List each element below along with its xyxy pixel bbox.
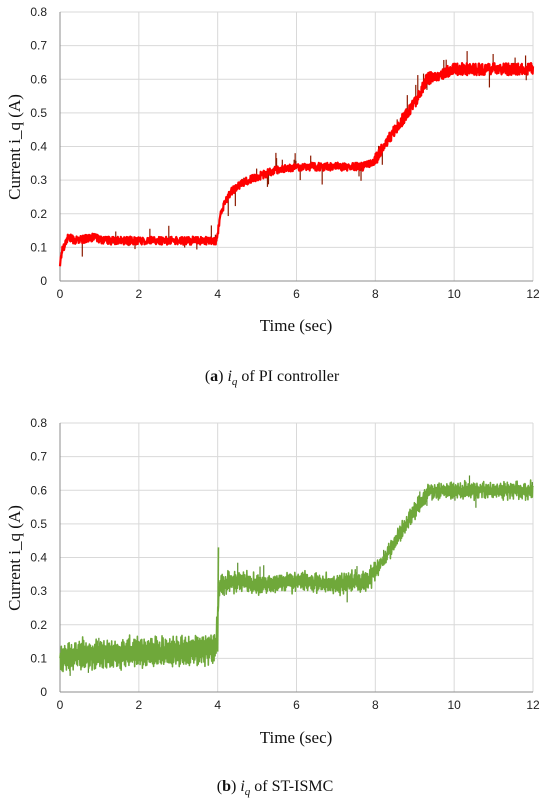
chart-b-caption-sub: q xyxy=(245,786,251,798)
chart-b-ytick-4: 0.4 xyxy=(30,551,47,565)
chart-b-caption-letter: b xyxy=(222,778,231,795)
chart-b-caption: (b) iq of ST-ISMC xyxy=(217,778,334,798)
chart-a-xtick-6: 12 xyxy=(526,287,540,301)
chart-b-caption-text: of ST-ISMC xyxy=(250,778,333,795)
chart-b-ylabel: Current i_q (A) xyxy=(5,505,24,611)
chart-b-xtick-6: 12 xyxy=(526,698,540,712)
chart-a-ticks: 0 2 4 6 8 10 12 0 0.1 0.2 0.3 0.4 0.5 0.6 0.7 0.8 xyxy=(30,5,540,301)
chart-a-ytick-4: 0.4 xyxy=(30,140,47,154)
chart-b-step-edge xyxy=(216,547,220,652)
chart-a-xlabel: Time (sec) xyxy=(260,316,333,335)
chart-b-xtick-2: 4 xyxy=(214,698,221,712)
chart-b-caption-var: i xyxy=(240,778,244,795)
chart-b-ytick-7: 0.7 xyxy=(30,450,47,464)
chart-a-ylabel: Current i_q (A) xyxy=(5,94,24,200)
chart-panel-a: 0 2 4 6 8 10 12 0 0.1 0.2 0.3 0.4 0.5 0.6 0.7 0.8 Time … xyxy=(5,5,540,388)
chart-b-ytick-3: 0.3 xyxy=(30,584,47,598)
chart-a-ytick-6: 0.6 xyxy=(30,72,47,86)
chart-b-series-line xyxy=(59,479,534,673)
chart-a-axes xyxy=(59,12,533,282)
chart-b-series xyxy=(59,475,534,676)
chart-b-xtick-1: 2 xyxy=(135,698,142,712)
chart-a-xtick-5: 10 xyxy=(447,287,461,301)
chart-a-xtick-4: 8 xyxy=(372,287,379,301)
chart-a-grid xyxy=(59,11,534,282)
chart-b-ticks: 0 2 4 6 8 10 12 0 0.1 0.2 0.3 0.4 0.5 0.6 0.7 0.8 xyxy=(30,416,540,712)
chart-a-series xyxy=(58,51,535,267)
chart-a-ytick-1: 0.1 xyxy=(30,240,47,254)
chart-b-ytick-5: 0.5 xyxy=(30,517,47,531)
chart-a-caption-var: i xyxy=(227,368,231,385)
chart-a-xtick-1: 2 xyxy=(135,287,142,301)
chart-a-ytick-7: 0.7 xyxy=(30,39,47,53)
chart-a-ytick-0: 0 xyxy=(40,274,47,288)
chart-a-ytick-2: 0.2 xyxy=(30,207,47,221)
chart-b-xtick-0: 0 xyxy=(57,698,64,712)
chart-b-xlabel: Time (sec) xyxy=(260,728,333,747)
chart-a-ytick-3: 0.3 xyxy=(30,173,47,187)
chart-a-ytick-5: 0.5 xyxy=(30,106,47,120)
chart-b-ytick-0: 0 xyxy=(40,685,47,699)
chart-b-xtick-3: 6 xyxy=(293,698,300,712)
chart-b-ytick-2: 0.2 xyxy=(30,618,47,632)
chart-b-ytick-1: 0.1 xyxy=(30,651,47,665)
chart-b-grid xyxy=(59,422,534,693)
chart-b-ytick-6: 0.6 xyxy=(30,483,47,497)
chart-b-xtick-4: 8 xyxy=(372,698,379,712)
chart-a-xtick-3: 6 xyxy=(293,287,300,301)
chart-a-caption-text: of PI controller xyxy=(237,368,339,385)
chart-a-series-line xyxy=(58,62,535,267)
chart-a-caption-letter: a xyxy=(210,368,218,385)
chart-panel-b: 0 2 4 6 8 10 12 0 0.1 0.2 0.3 0.4 0.5 0.6 0.7 0.8 Time … xyxy=(5,416,540,798)
chart-b-axes xyxy=(59,423,533,693)
chart-b-ytick-8: 0.8 xyxy=(30,416,47,430)
chart-a-xtick-2: 4 xyxy=(214,287,221,301)
chart-a-caption: (a) iq of PI controller xyxy=(205,368,340,388)
chart-a-xtick-0: 0 xyxy=(57,287,64,301)
chart-a-caption-sub: q xyxy=(232,376,238,388)
chart-a-ytick-8: 0.8 xyxy=(30,5,47,19)
chart-b-xtick-5: 10 xyxy=(447,698,461,712)
